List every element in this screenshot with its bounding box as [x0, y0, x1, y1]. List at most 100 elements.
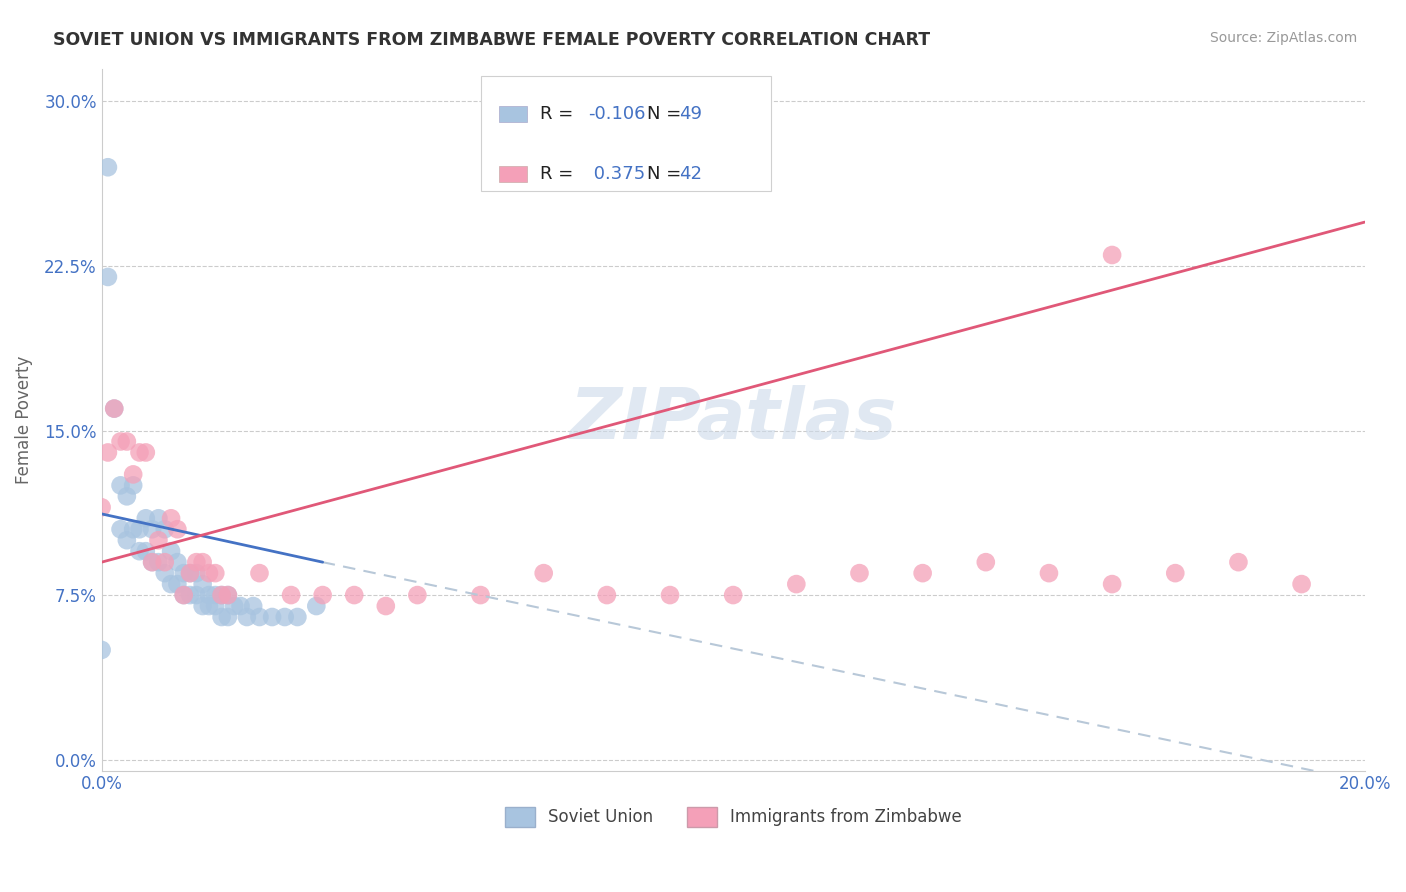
Point	[343, 588, 366, 602]
Point	[224, 599, 246, 613]
Point	[198, 588, 221, 602]
Point	[1227, 555, 1250, 569]
Point	[659, 588, 682, 602]
Point	[204, 588, 226, 602]
Point	[374, 599, 396, 613]
Point	[721, 588, 744, 602]
Point	[128, 445, 150, 459]
Text: -0.106: -0.106	[588, 105, 645, 123]
Point	[110, 434, 132, 449]
Point	[204, 599, 226, 613]
Text: R =: R =	[540, 165, 579, 183]
Bar	[499, 106, 527, 122]
Point	[179, 566, 201, 581]
Point	[242, 599, 264, 613]
Point	[122, 467, 145, 482]
Point	[274, 610, 297, 624]
Point	[217, 588, 239, 602]
Point	[90, 643, 112, 657]
Point	[141, 522, 163, 536]
Point	[470, 588, 492, 602]
Point	[198, 566, 221, 581]
Point	[115, 533, 138, 548]
Point	[141, 555, 163, 569]
Point	[848, 566, 870, 581]
Point	[198, 599, 221, 613]
Point	[97, 445, 120, 459]
Point	[211, 610, 233, 624]
Y-axis label: Female Poverty: Female Poverty	[15, 355, 32, 483]
Point	[236, 610, 259, 624]
Point	[173, 588, 195, 602]
Point	[153, 555, 176, 569]
Point	[153, 566, 176, 581]
Point	[229, 599, 252, 613]
Point	[115, 489, 138, 503]
Point	[153, 522, 176, 536]
Point	[211, 588, 233, 602]
Text: N =: N =	[647, 105, 682, 123]
Point	[596, 588, 619, 602]
Point	[115, 434, 138, 449]
Point	[1038, 566, 1060, 581]
Point	[186, 566, 208, 581]
Text: N =: N =	[647, 165, 682, 183]
Point	[135, 511, 157, 525]
Point	[280, 588, 302, 602]
Point	[191, 555, 214, 569]
Point	[1101, 248, 1123, 262]
Point	[179, 588, 201, 602]
Point	[217, 610, 239, 624]
Text: 42: 42	[679, 165, 702, 183]
Point	[160, 544, 183, 558]
Point	[974, 555, 997, 569]
Point	[160, 577, 183, 591]
Point	[311, 588, 333, 602]
Point	[1291, 577, 1313, 591]
Point	[141, 555, 163, 569]
Point	[305, 599, 328, 613]
Point	[90, 500, 112, 515]
Point	[186, 555, 208, 569]
Point	[97, 160, 120, 174]
Point	[249, 566, 271, 581]
Point	[533, 566, 555, 581]
Point	[1101, 577, 1123, 591]
Point	[135, 445, 157, 459]
Point	[122, 478, 145, 492]
Point	[110, 522, 132, 536]
Point	[110, 478, 132, 492]
Point	[97, 269, 120, 284]
Point	[103, 401, 125, 416]
Point	[166, 522, 188, 536]
Point	[191, 599, 214, 613]
Point	[217, 588, 239, 602]
Text: SOVIET UNION VS IMMIGRANTS FROM ZIMBABWE FEMALE POVERTY CORRELATION CHART: SOVIET UNION VS IMMIGRANTS FROM ZIMBABWE…	[53, 31, 931, 49]
Point	[122, 522, 145, 536]
Point	[249, 610, 271, 624]
Point	[406, 588, 429, 602]
Point	[148, 533, 170, 548]
Text: ZIPatlas: ZIPatlas	[569, 385, 897, 454]
Point	[211, 588, 233, 602]
Point	[128, 544, 150, 558]
Point	[173, 566, 195, 581]
Legend: Soviet Union, Immigrants from Zimbabwe: Soviet Union, Immigrants from Zimbabwe	[498, 800, 969, 834]
Point	[191, 577, 214, 591]
Text: 49: 49	[679, 105, 702, 123]
Text: R =: R =	[540, 105, 579, 123]
Point	[1164, 566, 1187, 581]
Bar	[499, 166, 527, 182]
Point	[160, 511, 183, 525]
Point	[262, 610, 284, 624]
Point	[148, 555, 170, 569]
Point	[148, 511, 170, 525]
Point	[179, 566, 201, 581]
Point	[166, 555, 188, 569]
Point	[911, 566, 934, 581]
FancyBboxPatch shape	[481, 76, 770, 192]
Point	[166, 577, 188, 591]
Point	[128, 522, 150, 536]
Point	[204, 566, 226, 581]
Text: 0.375: 0.375	[588, 165, 645, 183]
